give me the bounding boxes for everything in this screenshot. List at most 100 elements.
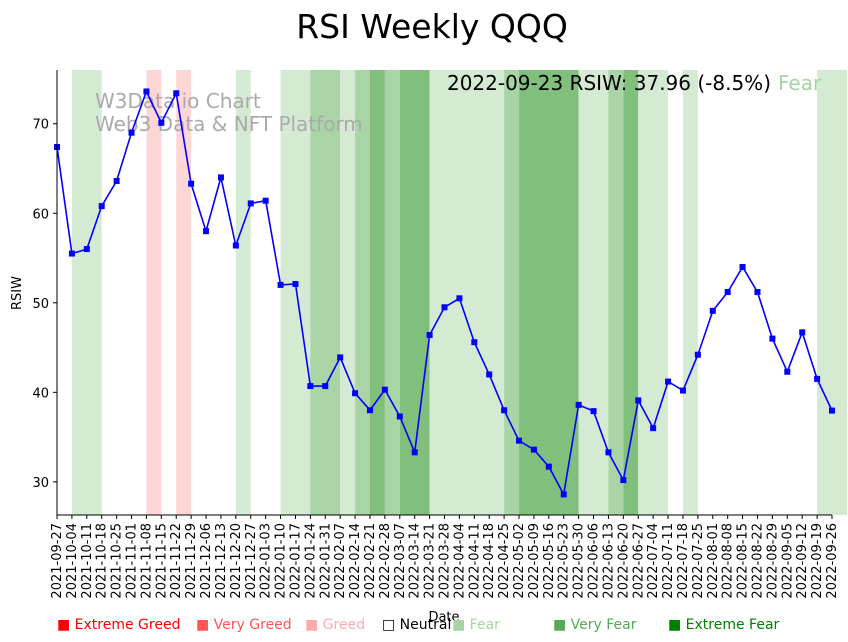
sentiment-band-extreme-fear — [519, 70, 579, 515]
data-point — [292, 280, 299, 287]
x-tick-label: 2022-09-26 — [825, 523, 840, 599]
data-point — [829, 407, 835, 414]
sentiment-band-extreme-fear — [369, 70, 385, 515]
legend-item-extreme-greed: ■ Extreme Greed — [57, 617, 181, 633]
x-tick-label: 2022-03-21 — [423, 523, 438, 599]
data-point — [620, 477, 627, 484]
data-point — [769, 335, 776, 342]
sentiment-band-very-fear — [310, 70, 341, 515]
x-tick-label: 2022-07-11 — [661, 523, 676, 599]
legend-item-fear: ■ Fear — [452, 617, 500, 633]
x-tick-label: 2022-01-03 — [259, 523, 274, 599]
x-tick-label: 2022-01-31 — [318, 523, 333, 599]
sentiment-band-extreme-fear — [623, 70, 639, 515]
sentiment-band-fear — [817, 70, 847, 515]
data-point — [784, 368, 791, 375]
data-point — [739, 263, 746, 270]
x-tick-label: 2022-08-22 — [750, 523, 765, 599]
data-point — [486, 371, 493, 378]
x-tick-label: 2021-10-18 — [95, 523, 110, 599]
data-point — [441, 304, 448, 311]
x-tick-label: 2022-09-19 — [810, 523, 825, 599]
sentiment-band-very-fear — [384, 70, 400, 515]
data-point — [575, 401, 582, 408]
watermark-line-2: Web3 Data & NFT Platform — [95, 112, 363, 136]
x-tick-label: 2021-11-29 — [184, 523, 199, 599]
axes: 30 40 50 60 70 2021-09-27 2021-10-04 2021-10-11… — [32, 70, 840, 599]
x-tick-label: 2021-10-11 — [80, 523, 95, 599]
data-point — [322, 383, 329, 390]
x-tick-label: 2022-06-20 — [616, 523, 631, 599]
sentiment-band-extreme-fear — [399, 70, 430, 515]
data-point — [665, 378, 672, 385]
data-point — [635, 397, 642, 404]
sentiment-band-fear — [340, 70, 356, 515]
x-tick-label: 2021-11-08 — [139, 523, 154, 599]
data-point — [173, 90, 180, 97]
x-tick-label: 2022-08-29 — [765, 523, 780, 599]
data-point — [411, 449, 418, 456]
x-tick-label: 2022-04-04 — [452, 523, 467, 599]
x-tick-label: 2022-05-16 — [542, 523, 557, 599]
sentiment-band-very-fear — [504, 70, 520, 515]
x-tick-label: 2022-02-07 — [333, 523, 348, 599]
data-point — [203, 228, 210, 235]
data-point — [799, 329, 806, 336]
data-point — [247, 200, 254, 207]
data-point — [754, 289, 761, 296]
x-tick-label: 2022-05-09 — [527, 523, 542, 599]
y-tick-label: 30 — [32, 476, 49, 491]
x-tick-label: 2022-08-01 — [706, 523, 721, 599]
sentiment-band-very-fear — [355, 70, 370, 515]
annotation-text: 2022-09-23 RSIW: 37.96 (-8.5%) — [447, 71, 771, 95]
data-point — [188, 180, 195, 187]
x-tick-label: 2021-10-25 — [110, 523, 125, 599]
sentiment-band-fear — [682, 70, 698, 515]
x-tick-label: 2022-04-11 — [467, 523, 482, 599]
sentiment-bands — [71, 70, 847, 515]
data-point — [232, 242, 239, 249]
data-point — [426, 332, 433, 339]
legend-item-very-greed: ■ Very Greed — [196, 617, 292, 633]
y-axis-label: RSIW — [10, 276, 25, 310]
x-tick-label: 2022-01-10 — [274, 523, 289, 599]
x-tick-label: 2021-10-04 — [65, 523, 80, 599]
legend-item-neutral: □ Neutral — [382, 617, 452, 633]
data-point — [590, 408, 597, 415]
sentiment-band-fear — [280, 70, 311, 515]
sentiment-band-fear — [429, 70, 505, 515]
data-point — [679, 387, 686, 394]
data-point — [471, 339, 478, 346]
legend-item-greed: ■ Greed — [305, 617, 366, 633]
x-tick-label: 2021-12-06 — [199, 523, 214, 599]
data-point — [113, 178, 120, 185]
sentiment-band-fear — [638, 70, 669, 515]
x-tick-label: 2022-09-12 — [795, 523, 810, 599]
x-tick-label: 2021-11-01 — [125, 523, 140, 599]
data-point — [605, 449, 612, 456]
x-tick-label: 2021-11-22 — [169, 523, 184, 599]
x-tick-label: 2022-03-14 — [408, 523, 423, 599]
x-tick-label: 2022-01-24 — [303, 523, 318, 599]
data-point — [694, 351, 701, 358]
data-point — [456, 295, 463, 302]
x-tick-label: 2021-12-13 — [214, 523, 229, 599]
x-tick-label: 2022-04-25 — [497, 523, 512, 599]
data-point — [650, 425, 657, 432]
sentiment-band-very-greed — [146, 70, 162, 515]
x-tick-label: 2022-05-02 — [512, 523, 527, 599]
data-point — [516, 437, 523, 444]
data-point — [545, 463, 552, 470]
sentiment-band-fear — [71, 70, 102, 515]
legend-item-very-fear: ■ Very Fear — [553, 617, 637, 633]
x-tick-label: 2022-07-25 — [691, 523, 706, 599]
data-point — [814, 375, 821, 382]
x-tick-label: 2022-06-06 — [587, 523, 602, 599]
data-point — [68, 250, 75, 257]
chart-title: RSI Weekly QQQ — [296, 7, 568, 46]
data-point — [158, 119, 165, 126]
x-tick-label: 2022-02-14 — [348, 523, 363, 599]
data-point — [396, 413, 403, 420]
x-tick-label: 2022-02-28 — [378, 523, 393, 599]
annotation-status: Fear — [778, 71, 822, 95]
